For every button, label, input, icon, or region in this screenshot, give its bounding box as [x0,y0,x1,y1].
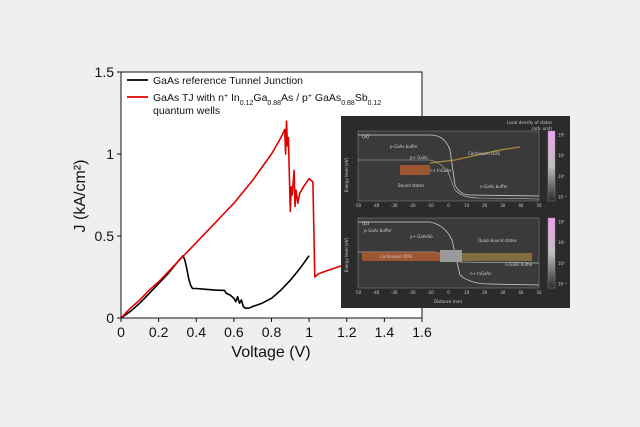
inset-b-ldos-band [362,252,447,261]
x-tick-label: 0.6 [224,324,244,340]
series-group [120,120,366,319]
inset-x-tick-label: -40 [373,203,380,208]
x-tick-label: 1.6 [412,324,432,340]
inset-x-tick-label: -30 [391,203,398,208]
y-tick-label: 1 [106,146,114,162]
legend-label-qw: GaAs TJ with n+ In0.12Ga0.88As / p+ GaAs… [153,92,381,107]
inset-panel-a [357,130,540,202]
inset-a-ann-4: n+ InGaAs [430,168,451,173]
inset-a-ann-6: n-GaAs buffer [480,184,508,189]
inset-x-tick-label: 10 [464,290,470,295]
inset-x-tick-label: 20 [482,290,488,295]
y-tick-label: 0.5 [95,228,115,244]
inset-x-tick-label: -50 [355,290,362,295]
legend-label-reference: GaAs reference Tunnel Junction [153,75,303,87]
inset-a-ldos-blob [400,165,430,175]
inset-a-ann-1: p-GaAs buffer [390,144,418,149]
inset-b-ann-3: Continuum DOS [380,254,412,259]
inset-b-xaxis: -50 -40 -30 -20 -10 0 10 20 30 40 50 [355,290,542,295]
inset-x-tick-label: 30 [500,290,506,295]
inset-figure: Local density of states (arb. unit) (a) … [341,116,570,308]
x-axis-title: Voltage (V) [231,344,310,361]
inset-colorbar-ticks: 10² 10¹ 10⁰ 10⁻¹ 10² 10¹ 10⁰ 10⁻¹ [558,133,567,287]
x-tick-label: 0.4 [187,324,207,340]
inset-a-ann-3: Continuum DOS [468,151,500,156]
inset-x-tick-label: 40 [518,290,524,295]
inset-x-tick-label: -20 [409,203,416,208]
inset-colorbar-label: 10² [558,133,565,138]
inset-title: Local density of states [507,120,552,125]
inset-x-tick-label: -10 [427,290,434,295]
inset-b-ann-5: n-GaAs buffer [505,262,533,267]
inset-colorbar-label: 10⁰ [558,174,565,179]
inset-b-barrier [440,250,462,262]
inset-xlabel: Distance (nm) [434,299,463,304]
inset-b-continuum [462,253,532,261]
inset-a-ann-5: Bound states [398,183,424,188]
inset-x-tick-label: 50 [536,203,542,208]
inset-ylabel-b: Energy level (eV) [344,237,349,272]
y-tick-label: 0 [106,310,114,326]
inset-x-tick-label: 0 [447,290,450,295]
inset-colorbar-label: 10⁻¹ [558,282,567,287]
inset-x-tick-label: -40 [373,290,380,295]
inset-x-tick-label: -20 [409,290,416,295]
inset-x-tick-label: -50 [355,203,362,208]
inset-b-ann-1: p-GaAs buffer [364,228,392,233]
inset-x-tick-label: 10 [464,203,470,208]
x-axis: 0 0.2 0.4 0.6 0.8 1 1.2 1.4 1.6 [117,318,432,340]
inset-a-continuum [429,146,521,164]
inset-colorbar-label: 10⁰ [558,261,565,266]
inset-colorbar-label: 10¹ [558,153,565,158]
inset-colorbar-label: 10² [558,220,565,225]
x-tick-label: 0.8 [262,324,282,340]
inset-b-ann-4: Quasi-bound states [478,238,517,243]
y-axis: 0 0.5 1 1.5 [95,64,121,326]
x-tick-label: 1 [305,324,313,340]
x-tick-label: 1.2 [337,324,357,340]
inset-x-tick-label: 40 [518,203,524,208]
inset-x-tick-label: -30 [391,290,398,295]
inset-b-ann-2: p+ GaAsSb [410,234,433,239]
x-tick-label: 0 [117,324,125,340]
inset-x-tick-label: 0 [447,203,450,208]
y-axis-title: J (kA/cm²) [72,160,89,233]
x-tick-label: 0.2 [149,324,169,340]
x-tick-label: 1.4 [375,324,395,340]
inset-colorbar-label: 10¹ [558,240,565,245]
inset-ylabel-a: Energy level (eV) [344,157,349,192]
inset-b-ann-6: n+ InGaAs [470,271,491,276]
y-tick-label: 1.5 [95,64,115,80]
inset-x-tick-label: 20 [482,203,488,208]
inset-a-ann-2: p+ GaAs [410,155,428,160]
inset-colorbar-b [547,217,556,289]
inset-x-tick-label: 30 [500,203,506,208]
inset-panel-b-label: (b) [362,221,369,227]
legend-label-qw-line2: quantum wells [153,105,220,117]
inset-x-tick-label: -10 [427,203,434,208]
inset-colorbar-label: 10⁻¹ [558,195,567,200]
inset-a-xaxis: -50 -40 -30 -20 -10 0 10 20 30 40 50 [355,203,542,208]
inset-subtitle: (arb. unit) [532,126,552,131]
inset-colorbar-a [547,130,556,202]
inset-panel-a-label: (a) [362,134,369,140]
inset-x-tick-label: 50 [536,290,542,295]
inset-a-band-upper [358,134,540,197]
inset-a-band-lower [358,159,540,200]
series-line-1 [120,120,366,319]
legend: GaAs reference Tunnel Junction GaAs TJ w… [127,75,381,117]
